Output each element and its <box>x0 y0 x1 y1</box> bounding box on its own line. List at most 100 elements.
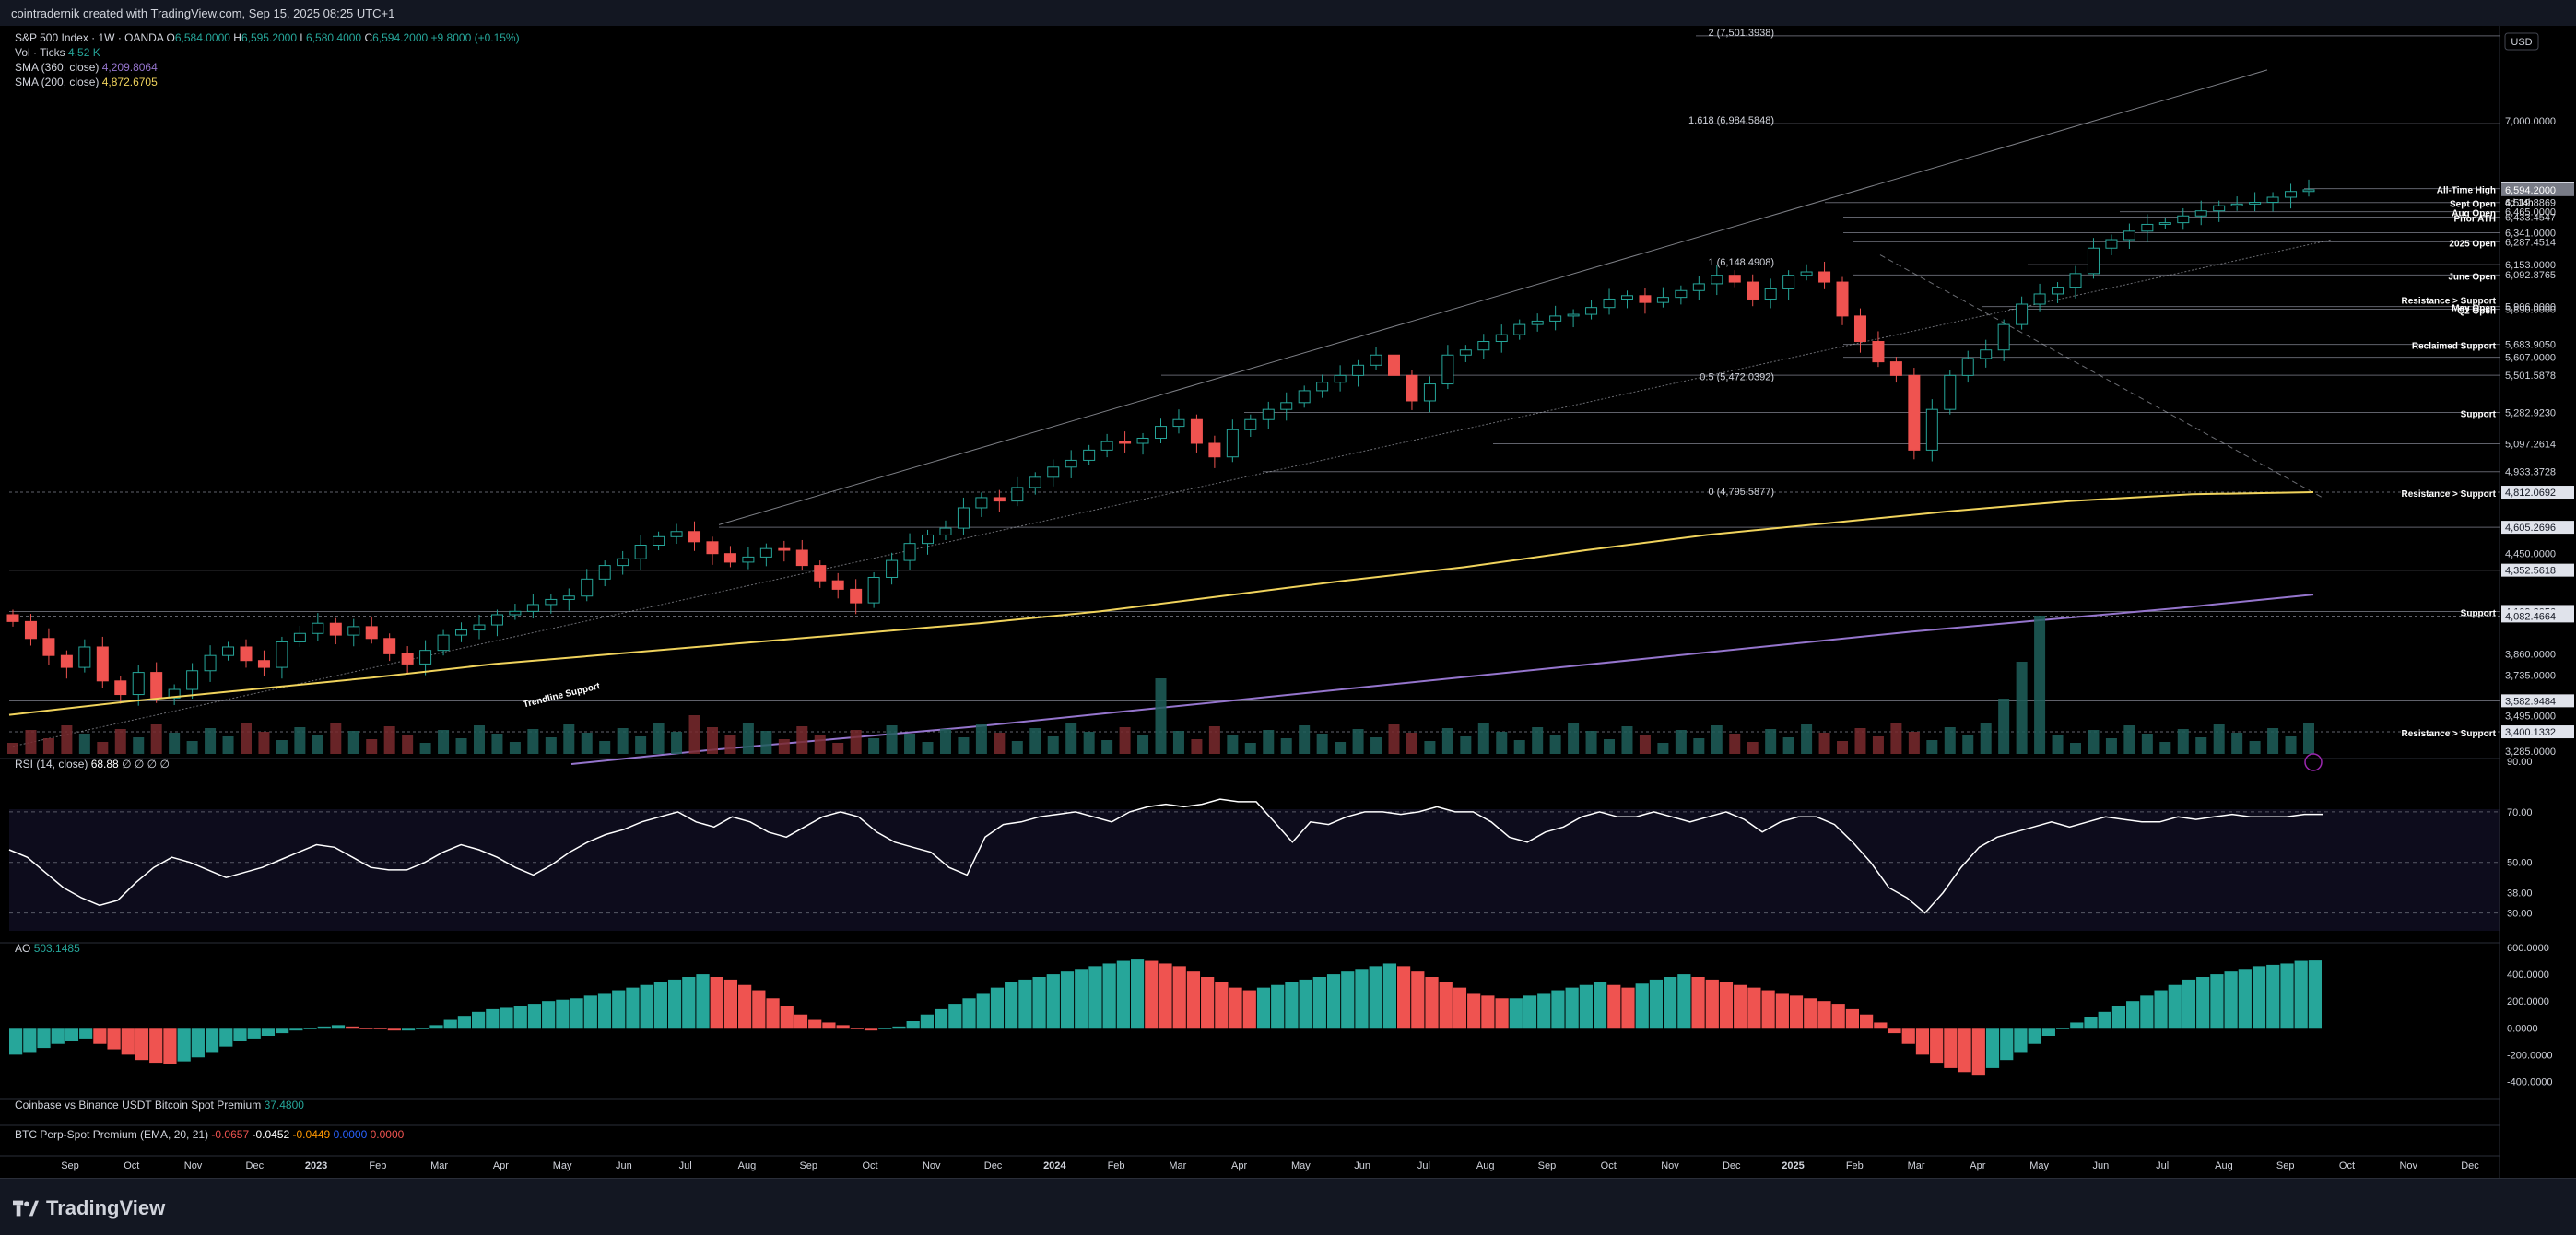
candle-body[interactable] <box>1764 288 1777 300</box>
candle-body[interactable] <box>437 634 450 652</box>
candle-body[interactable] <box>581 578 594 597</box>
candle-body[interactable] <box>490 614 503 626</box>
candle-body[interactable] <box>1495 334 1508 343</box>
candle-body[interactable] <box>1190 418 1203 444</box>
candle-body[interactable] <box>867 576 880 604</box>
candle-body[interactable] <box>1119 441 1132 444</box>
candle-body[interactable] <box>1441 354 1454 385</box>
candle-body[interactable] <box>886 559 899 578</box>
candle-body[interactable] <box>347 626 360 636</box>
candle-body[interactable] <box>957 507 970 529</box>
candle-body[interactable] <box>204 654 217 672</box>
candle-body[interactable] <box>312 622 324 634</box>
candle-body[interactable] <box>2213 205 2226 212</box>
candle-body[interactable] <box>2194 210 2207 217</box>
candle-body[interactable] <box>2105 239 2118 249</box>
candle-body[interactable] <box>831 580 844 590</box>
candle-body[interactable] <box>2069 273 2082 288</box>
chart-svg[interactable]: 2 (7,501.3938) 1.618 (6,984.5848) 1 (6,148… <box>0 26 2576 1178</box>
candle-body[interactable] <box>78 646 91 668</box>
candle-body[interactable] <box>562 595 575 600</box>
candle-body[interactable] <box>1747 281 1759 300</box>
tradingview-logo[interactable]: TradingView <box>13 1196 165 1220</box>
candle-body[interactable] <box>1692 283 1705 291</box>
candle-body[interactable] <box>742 556 755 563</box>
candle-body[interactable] <box>509 610 522 616</box>
candle-body[interactable] <box>1477 341 1490 351</box>
chart-area[interactable]: 2 (7,501.3938) 1.618 (6,984.5848) 1 (6,148… <box>0 26 2576 1182</box>
candle-body[interactable] <box>1226 429 1239 458</box>
candle-body[interactable] <box>1656 297 1669 303</box>
candle-body[interactable] <box>1980 349 1993 359</box>
candle-body[interactable] <box>1872 341 1885 363</box>
candle-body[interactable] <box>1908 374 1921 451</box>
candle-body[interactable] <box>2266 196 2279 204</box>
candle-body[interactable] <box>670 531 683 537</box>
candle-body[interactable] <box>1406 374 1418 402</box>
candle-body[interactable] <box>1836 281 1849 317</box>
candle-body[interactable] <box>903 543 916 561</box>
candle-body[interactable] <box>2285 191 2298 198</box>
candle-body[interactable] <box>455 629 468 636</box>
candle-body[interactable] <box>1800 271 1813 276</box>
candle-body[interactable] <box>60 654 73 668</box>
candle-body[interactable] <box>1513 323 1526 335</box>
candle-body[interactable] <box>419 650 432 665</box>
candle-body[interactable] <box>1011 487 1024 502</box>
candle-body[interactable] <box>922 534 935 545</box>
candle-body[interactable] <box>1961 358 1974 376</box>
candle-body[interactable] <box>1100 441 1113 451</box>
candle-body[interactable] <box>1083 449 1096 461</box>
candle-body[interactable] <box>1155 426 1167 439</box>
candle-body[interactable] <box>1531 320 1544 325</box>
candle-body[interactable] <box>222 646 235 656</box>
candle-body[interactable] <box>1585 307 1598 315</box>
candle-body[interactable] <box>2123 230 2135 241</box>
candle-body[interactable] <box>24 620 37 640</box>
candle-body[interactable] <box>850 588 863 604</box>
candle-body[interactable] <box>688 531 701 543</box>
candle-body[interactable] <box>132 672 145 696</box>
candle-body[interactable] <box>1997 323 2010 351</box>
candle-body[interactable] <box>150 672 163 699</box>
candle-body[interactable] <box>1782 275 1795 289</box>
candle-body[interactable] <box>1208 442 1221 458</box>
candle-body[interactable] <box>1387 354 1400 376</box>
candle-body[interactable] <box>2141 223 2154 232</box>
candle-body[interactable] <box>939 527 952 535</box>
candle-body[interactable] <box>383 638 396 654</box>
candle-body[interactable] <box>6 614 19 622</box>
candle-body[interactable] <box>1172 418 1185 428</box>
candle-body[interactable] <box>42 638 55 656</box>
candle-body[interactable] <box>2230 203 2243 206</box>
currency-badge[interactable] <box>2504 32 2539 51</box>
candle-body[interactable] <box>1047 466 1060 478</box>
candle-body[interactable] <box>1853 315 1866 343</box>
candle-body[interactable] <box>1423 383 1436 402</box>
candle-body[interactable] <box>1370 354 1382 366</box>
candle-body[interactable] <box>329 622 342 636</box>
candle-body[interactable] <box>1298 390 1311 404</box>
candle-body[interactable] <box>2087 247 2100 275</box>
candle-body[interactable] <box>634 544 647 559</box>
candle-body[interactable] <box>706 541 719 555</box>
candle-body[interactable] <box>257 660 270 668</box>
candle-body[interactable] <box>1316 382 1329 392</box>
candle-body[interactable] <box>1334 374 1347 383</box>
candle-body[interactable] <box>975 497 988 509</box>
candle-body[interactable] <box>545 598 558 606</box>
candle-body[interactable] <box>1728 275 1741 283</box>
candle-body[interactable] <box>1620 295 1633 300</box>
candle-body[interactable] <box>778 547 791 551</box>
candle-body[interactable] <box>365 626 378 640</box>
candle-body[interactable] <box>759 547 772 558</box>
candle-body[interactable] <box>2052 287 2064 295</box>
candle-body[interactable] <box>2302 189 2315 193</box>
candle-body[interactable] <box>1889 361 1902 376</box>
candle-body[interactable] <box>617 558 629 567</box>
candle-body[interactable] <box>1925 408 1938 451</box>
candle-body[interactable] <box>96 646 109 682</box>
candle-body[interactable] <box>114 680 127 696</box>
candle-body[interactable] <box>240 646 253 662</box>
